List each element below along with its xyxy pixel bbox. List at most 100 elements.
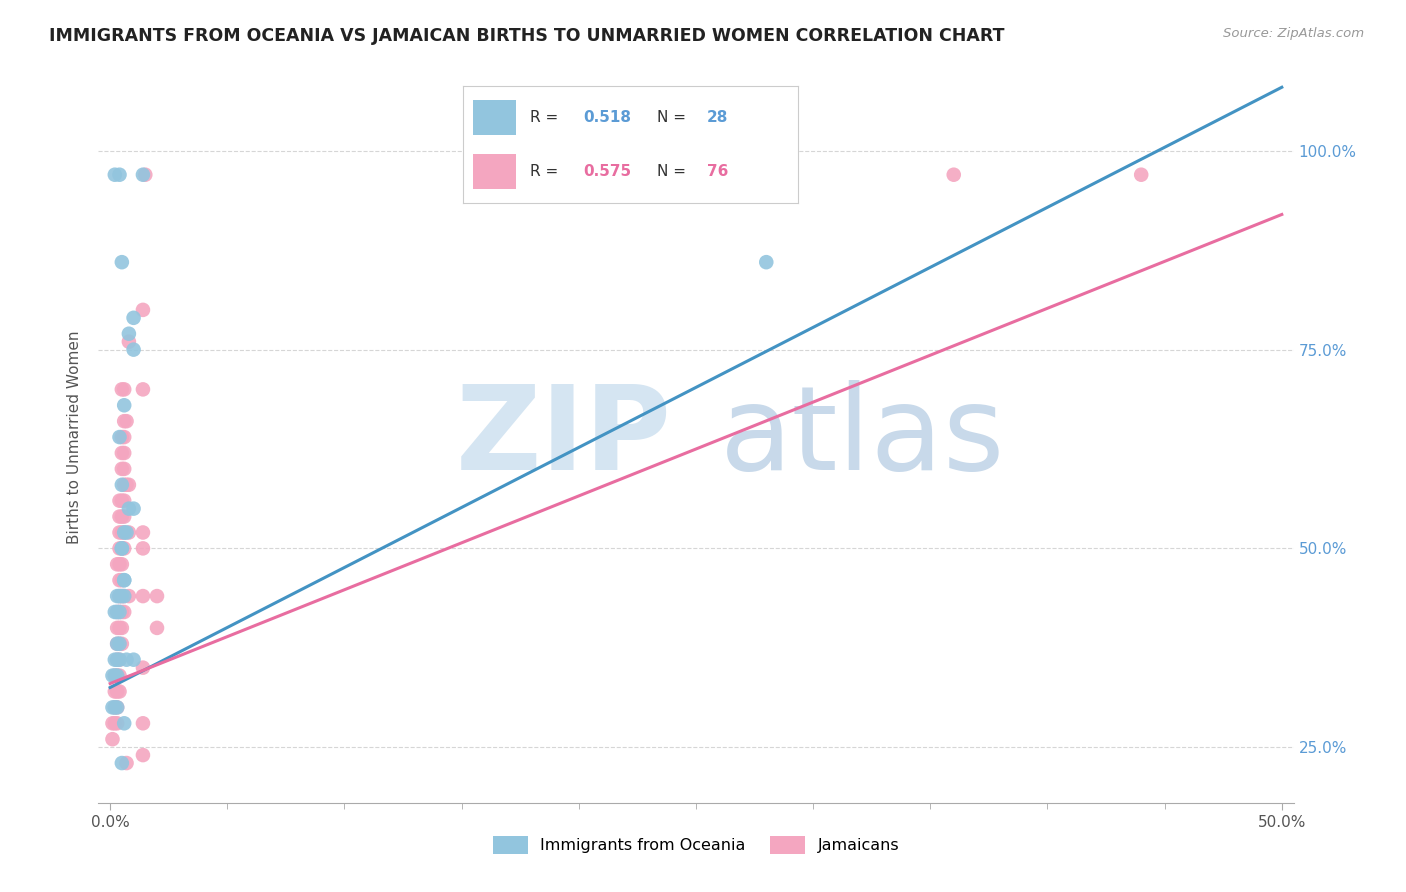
Point: [112, 477, 135, 491]
Point: [108, 668, 131, 682]
Point: [122, 343, 145, 357]
Point: [111, 621, 134, 635]
Point: [104, 605, 127, 619]
Point: [104, 668, 127, 682]
Point: [112, 716, 135, 731]
Point: [105, 700, 128, 714]
Point: [105, 653, 128, 667]
Point: [105, 621, 128, 635]
Point: [111, 637, 134, 651]
Text: atlas: atlas: [720, 380, 1005, 494]
Point: [111, 541, 134, 556]
Point: [108, 493, 131, 508]
Point: [112, 525, 135, 540]
Point: [122, 653, 145, 667]
Point: [118, 589, 141, 603]
Point: [115, 653, 138, 667]
Point: [111, 589, 134, 603]
Point: [132, 168, 155, 182]
Point: [104, 668, 127, 682]
Point: [101, 732, 124, 747]
Point: [132, 541, 155, 556]
Point: [105, 589, 128, 603]
Point: [108, 573, 131, 587]
Y-axis label: Births to Unmarried Women: Births to Unmarried Women: [67, 330, 83, 544]
Point: [111, 573, 134, 587]
Point: [112, 605, 135, 619]
Text: IMMIGRANTS FROM OCEANIA VS JAMAICAN BIRTHS TO UNMARRIED WOMEN CORRELATION CHART: IMMIGRANTS FROM OCEANIA VS JAMAICAN BIRT…: [49, 27, 1005, 45]
Point: [112, 525, 135, 540]
Point: [112, 398, 135, 412]
Point: [112, 509, 135, 524]
Point: [104, 700, 127, 714]
Point: [104, 716, 127, 731]
Point: [111, 462, 134, 476]
Point: [122, 501, 145, 516]
Point: [101, 716, 124, 731]
Point: [111, 509, 134, 524]
Point: [111, 756, 134, 770]
Point: [108, 653, 131, 667]
Point: [105, 605, 128, 619]
Point: [111, 383, 134, 397]
Point: [112, 462, 135, 476]
Point: [112, 430, 135, 444]
Point: [1130, 168, 1153, 182]
Point: [118, 525, 141, 540]
Point: [112, 383, 135, 397]
Point: [132, 716, 155, 731]
Point: [132, 660, 155, 674]
Point: [105, 668, 128, 682]
Point: [111, 541, 134, 556]
Point: [112, 414, 135, 428]
Point: [108, 430, 131, 444]
Point: [112, 541, 135, 556]
Point: [105, 605, 128, 619]
Point: [108, 558, 131, 572]
Point: [132, 748, 155, 763]
Point: [115, 836, 138, 850]
Point: [115, 525, 138, 540]
Point: [122, 310, 145, 325]
Point: [104, 653, 127, 667]
Point: [108, 525, 131, 540]
Point: [104, 700, 127, 714]
Point: [111, 541, 134, 556]
Point: [108, 589, 131, 603]
Point: [105, 700, 128, 714]
Point: [111, 255, 134, 269]
Point: [112, 446, 135, 460]
Point: [112, 589, 135, 603]
Point: [132, 525, 155, 540]
Point: [104, 684, 127, 698]
Point: [118, 501, 141, 516]
Point: [112, 573, 135, 587]
Point: [108, 637, 131, 651]
Point: [105, 558, 128, 572]
Point: [105, 668, 128, 682]
Point: [115, 414, 138, 428]
Point: [115, 477, 138, 491]
Point: [108, 168, 131, 182]
Point: [111, 430, 134, 444]
Point: [146, 621, 169, 635]
Point: [108, 541, 131, 556]
Point: [111, 558, 134, 572]
Point: [105, 684, 128, 698]
Legend: Immigrants from Oceania, Jamaicans: Immigrants from Oceania, Jamaicans: [486, 830, 905, 861]
Point: [111, 446, 134, 460]
Point: [111, 605, 134, 619]
Point: [108, 637, 131, 651]
Point: [111, 525, 134, 540]
Point: [108, 684, 131, 698]
Point: [111, 477, 134, 491]
Text: ZIP: ZIP: [456, 380, 672, 494]
Point: [104, 168, 127, 182]
Point: [942, 168, 965, 182]
Point: [118, 326, 141, 341]
Text: Source: ZipAtlas.com: Source: ZipAtlas.com: [1223, 27, 1364, 40]
Point: [111, 589, 134, 603]
Point: [134, 168, 156, 182]
Point: [118, 477, 141, 491]
Point: [101, 700, 124, 714]
